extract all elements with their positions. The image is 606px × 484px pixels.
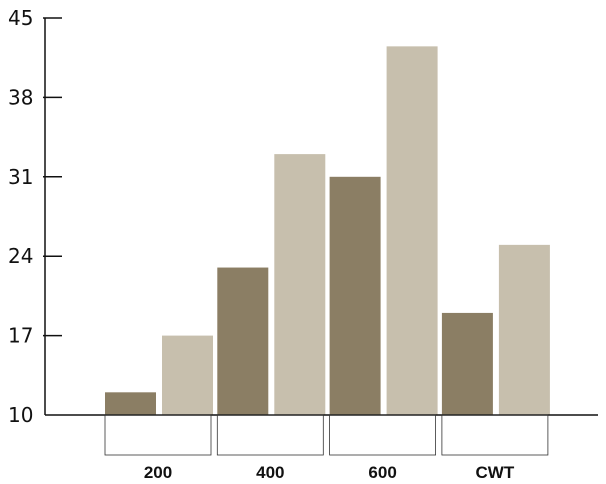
bar-cwt-series-1: [441, 312, 493, 415]
category-box: [104, 414, 212, 456]
category-box: [329, 414, 437, 456]
y-tick-label: 31: [8, 165, 33, 189]
bar-200-series-2: [162, 335, 213, 415]
x-axis: 200 400 600 CWT: [45, 414, 598, 482]
x-tick-label: 200: [144, 463, 172, 482]
y-tick-label: 24: [8, 244, 33, 268]
bars: [105, 46, 550, 415]
bar-400-series-1: [217, 267, 269, 415]
x-tick-label: 600: [368, 463, 396, 482]
bar-cwt-series-2: [498, 244, 550, 415]
y-axis: 10 17 24 31 38 45: [8, 6, 62, 427]
category-box: [216, 414, 324, 456]
y-tick-label: 38: [8, 85, 33, 109]
bar-600-series-1: [329, 176, 381, 415]
x-tick-label: 400: [256, 463, 284, 482]
bar-200-series-1: [105, 392, 156, 415]
category-box: [441, 414, 549, 456]
y-tick-label: 45: [8, 6, 33, 30]
bar-600-series-2: [386, 46, 438, 415]
y-tick-label: 17: [8, 324, 33, 348]
x-tick-label: CWT: [476, 463, 515, 482]
bar-400-series-2: [274, 154, 326, 415]
y-tick-label: 10: [8, 403, 33, 427]
